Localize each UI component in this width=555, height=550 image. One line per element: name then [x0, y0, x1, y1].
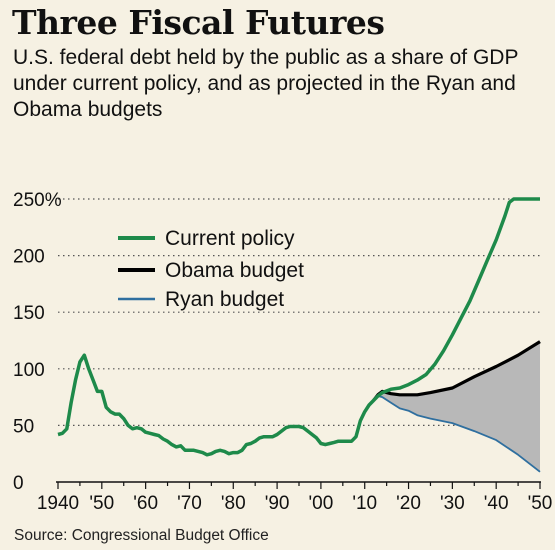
x-tick-label: '70: [177, 493, 202, 514]
series-lines: [57, 197, 541, 473]
x-tick-label: 1940: [37, 493, 79, 514]
source-note: Source: Congressional Budget Office: [14, 527, 269, 544]
x-tick-label: '10: [352, 493, 377, 514]
y-tick-label: 50: [13, 416, 34, 437]
y-axis-labels: 0 50 100 150 200 250%: [13, 190, 62, 494]
chart-title: Three Fiscal Futures: [12, 3, 385, 42]
legend-label: Current policy: [165, 227, 295, 250]
chart-subtitle: U.S. federal debt held by the public as …: [13, 46, 519, 121]
budget-difference-area: [377, 341, 540, 472]
x-tick-label: '50: [528, 493, 553, 514]
x-axis: 1940 '50 '60 '70 '80 '90 '00 '10 '20 '30 '40 '50: [37, 481, 553, 514]
legend-label: Obama budget: [165, 259, 304, 282]
x-tick-label: '40: [484, 493, 509, 514]
ryan-budget-line: [372, 395, 541, 473]
x-tick-label: '60: [133, 493, 158, 514]
x-tick-label: '00: [309, 493, 334, 514]
chart-area: 0 50 100 150 200 250% 1940 '50 '60 '70 '80 '90 '00 '…: [13, 190, 553, 514]
x-tick-label: '80: [221, 493, 246, 514]
x-tick-label: '20: [396, 493, 421, 514]
x-tick-label: '30: [440, 493, 465, 514]
y-tick-label: 200: [13, 247, 45, 268]
legend: Current policy Obama budget Ryan budget: [118, 227, 304, 311]
y-tick-label: 100: [13, 360, 45, 381]
x-tick-label: '50: [89, 493, 114, 514]
current-policy-line: [57, 197, 540, 457]
legend-label: Ryan budget: [165, 288, 284, 311]
y-tick-label: 0: [13, 473, 24, 494]
y-tick-label: 150: [13, 303, 45, 324]
x-tick-label: '90: [265, 493, 290, 514]
y-tick-label: 250%: [13, 190, 62, 211]
